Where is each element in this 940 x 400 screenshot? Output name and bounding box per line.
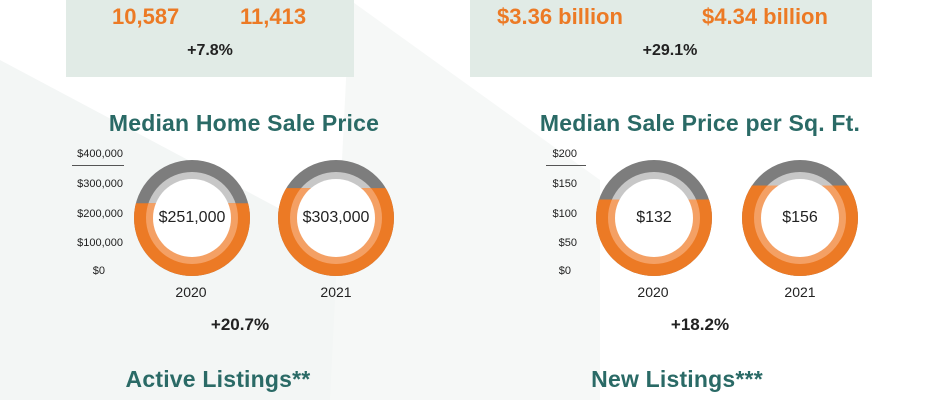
y-tick: $200 bbox=[552, 148, 577, 160]
y-tick: $0 bbox=[92, 265, 105, 277]
section-title-active-listings: Active Listings** bbox=[125, 366, 311, 392]
donut-chart-2020 bbox=[596, 160, 712, 276]
stat-change: +7.8% bbox=[187, 42, 233, 59]
tick-line bbox=[546, 165, 586, 166]
donut-value-label: $132 bbox=[636, 209, 672, 226]
y-tick: $200,000 bbox=[77, 208, 123, 220]
y-tick: $0 bbox=[558, 265, 571, 277]
gauge-hole bbox=[615, 179, 693, 257]
donut-value-label: $156 bbox=[782, 209, 818, 226]
stat-change: +29.1% bbox=[642, 42, 698, 59]
chart-change: +20.7% bbox=[210, 315, 270, 334]
y-tick: $50 bbox=[558, 237, 577, 249]
gauge-hole bbox=[153, 179, 231, 257]
chart-change: +18.2% bbox=[670, 315, 730, 334]
year-label: 2021 bbox=[784, 284, 816, 300]
stat-box-left: 10,587 11,413 +7.8% bbox=[66, 0, 354, 77]
chart-title: Median Sale Price per Sq. Ft. bbox=[539, 110, 861, 136]
y-tick: $100,000 bbox=[77, 237, 123, 249]
gauge-hole bbox=[761, 179, 839, 257]
tick-line bbox=[72, 165, 124, 166]
donut-chart-2020 bbox=[134, 160, 250, 276]
y-tick: $150 bbox=[552, 178, 577, 190]
year-label: 2020 bbox=[637, 284, 669, 300]
donut-value-label: $251,000 bbox=[158, 209, 226, 226]
stat-value-2020: 10,587 bbox=[112, 4, 180, 29]
y-tick: $100 bbox=[552, 208, 577, 220]
chart-title: Median Home Sale Price bbox=[108, 110, 380, 136]
y-tick: $300,000 bbox=[77, 178, 123, 190]
stat-value-2020: $3.36 billion bbox=[497, 4, 623, 29]
donut-chart-2021 bbox=[278, 160, 394, 276]
stat-box-right: $3.36 billion $4.34 billion +29.1% bbox=[470, 0, 872, 77]
year-label: 2020 bbox=[175, 284, 207, 300]
section-title-new-listings: New Listings*** bbox=[591, 366, 763, 392]
gauge-hole bbox=[297, 179, 375, 257]
year-label: 2021 bbox=[320, 284, 352, 300]
donut-chart-2021 bbox=[742, 160, 858, 276]
donut-value-label: $303,000 bbox=[302, 209, 370, 226]
stat-value-2021: $4.34 billion bbox=[702, 4, 828, 29]
y-tick: $400,000 bbox=[77, 148, 123, 160]
stat-value-2021: 11,413 bbox=[240, 4, 307, 29]
